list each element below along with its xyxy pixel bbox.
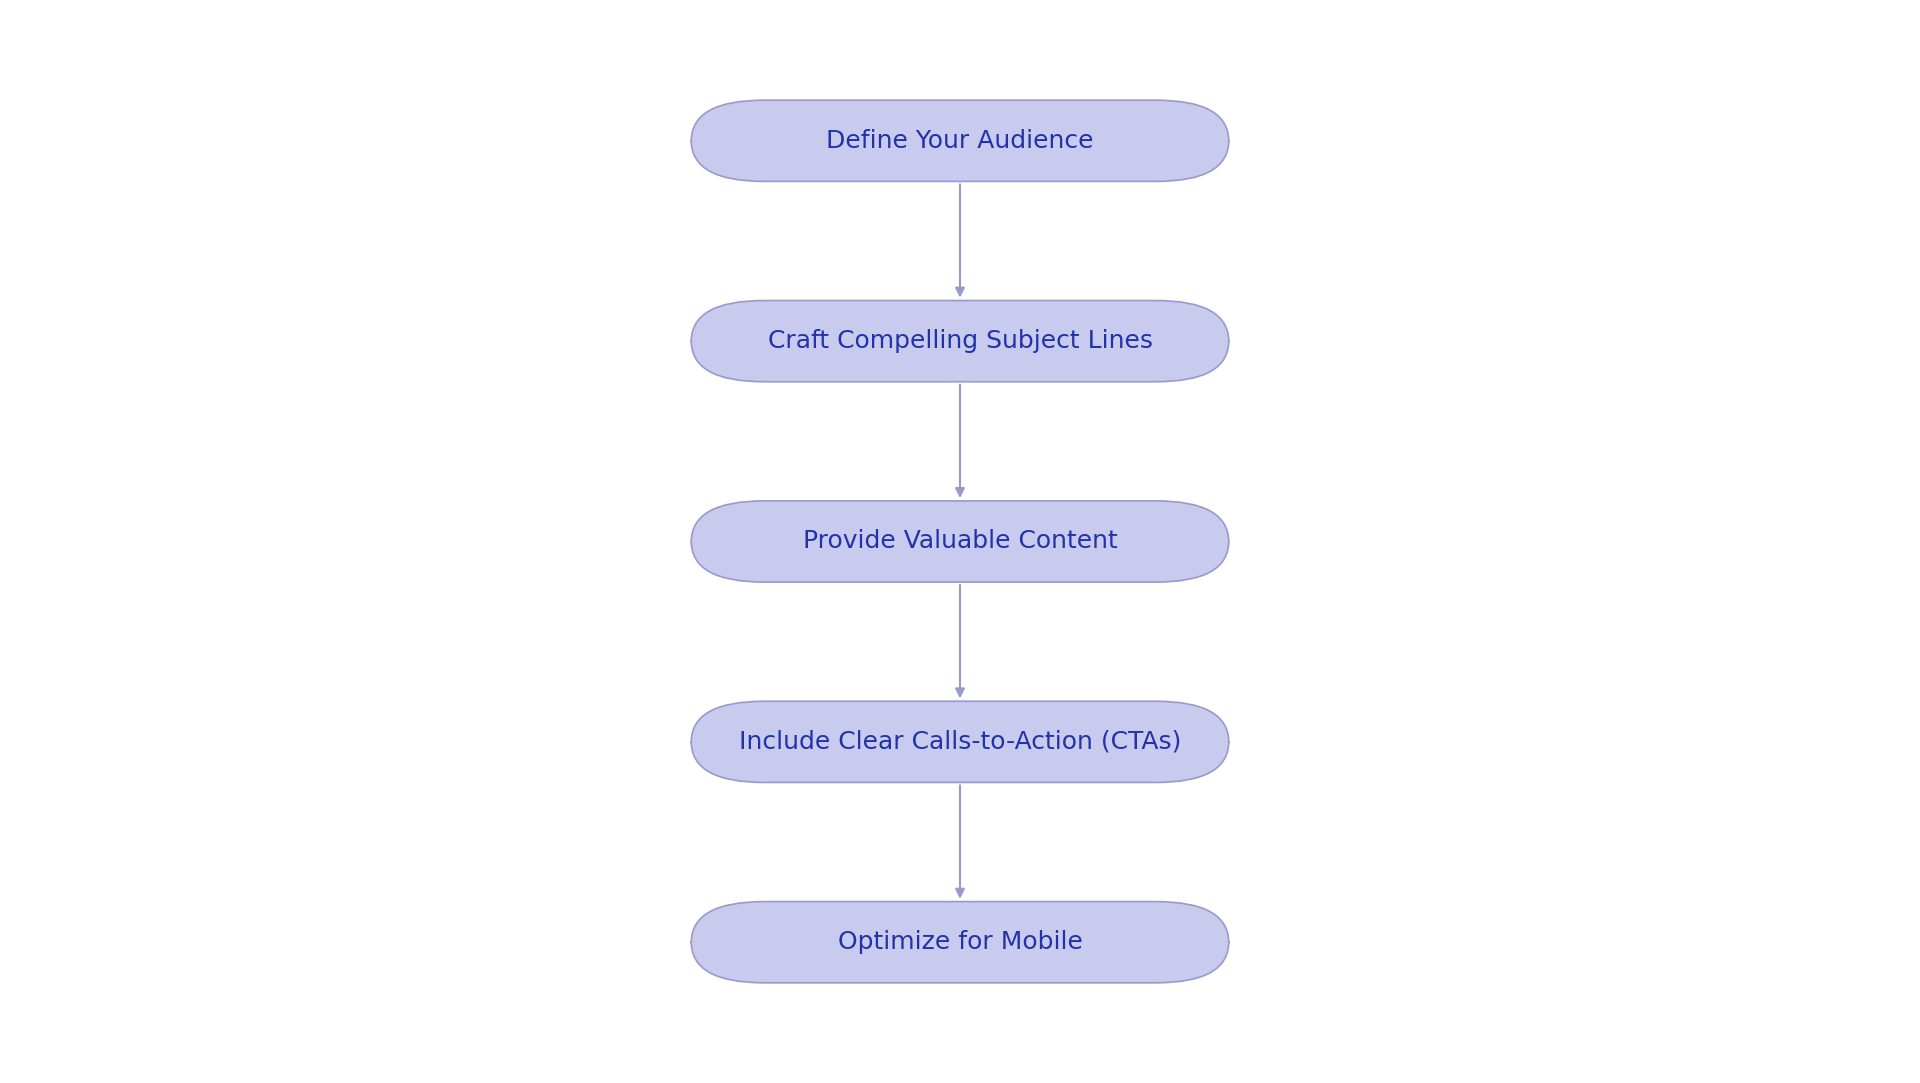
Text: Optimize for Mobile: Optimize for Mobile — [837, 930, 1083, 954]
Text: Include Clear Calls-to-Action (CTAs): Include Clear Calls-to-Action (CTAs) — [739, 730, 1181, 754]
Text: Provide Valuable Content: Provide Valuable Content — [803, 530, 1117, 553]
Text: Craft Compelling Subject Lines: Craft Compelling Subject Lines — [768, 329, 1152, 353]
FancyBboxPatch shape — [691, 901, 1229, 983]
FancyBboxPatch shape — [691, 101, 1229, 182]
FancyBboxPatch shape — [691, 500, 1229, 583]
FancyBboxPatch shape — [691, 702, 1229, 782]
Text: Define Your Audience: Define Your Audience — [826, 129, 1094, 153]
FancyBboxPatch shape — [691, 300, 1229, 381]
